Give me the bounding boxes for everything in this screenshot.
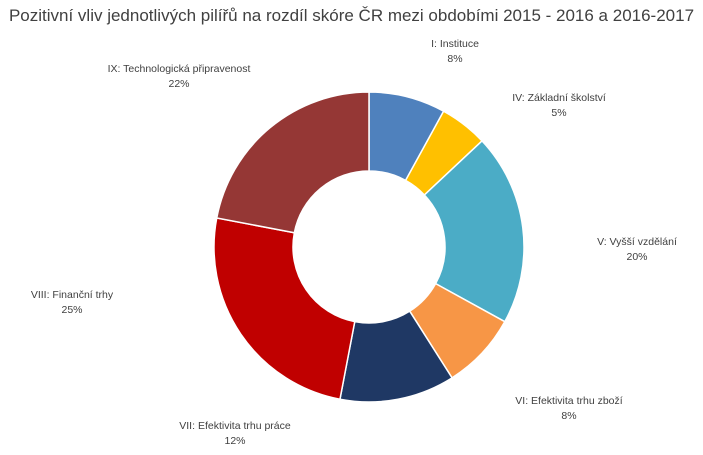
slice-value-label-3: 20% (626, 251, 647, 263)
donut-slice-7 (215, 91, 370, 234)
slices-group (213, 91, 525, 403)
slice-category-label-1: I: Instituce (431, 38, 479, 50)
slice-value-label-1: 8% (447, 53, 462, 65)
slice-category-label-6: VIII: Finanční trhy (31, 289, 114, 301)
slice-value-label-5: 12% (224, 435, 245, 447)
donut-slice-6 (213, 217, 356, 401)
labels-group: I: Instituce 8% IV: Základní školství 5% V: … (31, 38, 677, 447)
slice-value-label-4: 8% (561, 410, 576, 422)
slice-value-label-7: 22% (168, 78, 189, 90)
slice-category-label-5: VII: Efektivita trhu práce (179, 420, 291, 432)
slice-category-label-2: IV: Základní školství (512, 92, 606, 104)
slice-category-label-7: IX: Technologická připravenost (108, 63, 251, 75)
slice-category-label-3: V: Vyšší vzdělání (597, 236, 677, 248)
chart-title: Pozitivní vliv jednotlivých pilířů na ro… (8, 6, 695, 25)
donut-slice-3 (423, 139, 525, 323)
slice-category-label-4: VI: Efektivita trhu zboží (515, 395, 622, 407)
slice-value-label-6: 25% (61, 304, 82, 316)
slice-value-label-2: 5% (551, 107, 566, 119)
